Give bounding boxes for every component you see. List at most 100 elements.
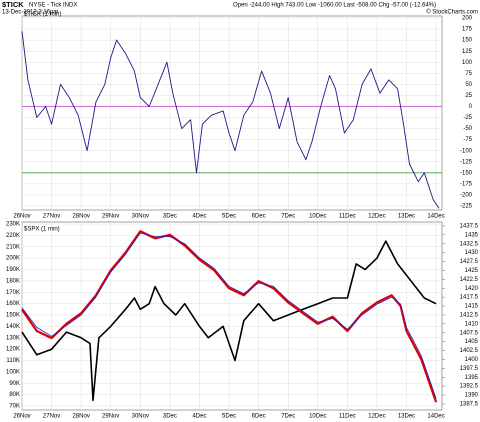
y-tick-label: 90K [9, 381, 20, 387]
y2-tick-label: 1425 [465, 268, 479, 274]
y2-tick-label: 1387.5 [460, 402, 479, 408]
y-tick-label: -175 [460, 181, 473, 187]
x-tick-label: 14Dec [427, 414, 444, 420]
x-tick-label: 4Dec [192, 214, 206, 220]
y2-tick-label: 1405 [465, 339, 479, 345]
symbol-name: NYSE - Tick INDX [29, 3, 77, 9]
y-tick-label: 0 [469, 104, 473, 110]
y2-tick-label: 1422.5 [460, 277, 479, 283]
x-tick-label: 7Dec [281, 414, 295, 420]
y2-tick-label: 1397.5 [460, 366, 479, 372]
y-tick-label: 125 [462, 49, 473, 55]
y2-tick-label: 1417.5 [460, 295, 479, 301]
x-tick-label: 13Dec [398, 414, 415, 420]
y-tick-label: 175 [462, 27, 473, 33]
y-tick-label: 100K [6, 369, 20, 375]
plot-area [21, 221, 443, 411]
y-tick-label: -75 [463, 137, 472, 143]
y-tick-label: 50 [465, 82, 472, 88]
x-tick-label: 5Dec [222, 414, 236, 420]
y2-tick-label: 1400 [465, 357, 479, 363]
y2-tick-label: 1430 [465, 250, 479, 256]
x-tick-label: 3Dec [163, 414, 177, 420]
y-tick-label: 190K [6, 267, 20, 273]
y2-tick-label: 1432.5 [460, 241, 479, 247]
x-tick-label: 14Dec [427, 214, 444, 220]
x-tick-label: 12Dec [368, 214, 385, 220]
x-tick-label: 29Nov [102, 214, 119, 220]
x-tick-label: 26Nov [13, 414, 30, 420]
panel-label: $TICK (1 min) [24, 12, 61, 18]
x-tick-label: 6Dec [252, 214, 266, 220]
y-tick-label: 150K [6, 313, 20, 319]
y-tick-label: 110K [6, 358, 20, 364]
source: © StockCharts.com [426, 9, 478, 16]
y2-tick-label: 1437.5 [460, 223, 479, 229]
y-tick-label: 180K [6, 278, 20, 284]
x-tick-label: 4Dec [192, 414, 206, 420]
y-tick-label: 210K [6, 244, 20, 250]
y2-tick-label: 1390 [465, 393, 479, 399]
x-tick-label: 27Nov [43, 214, 60, 220]
y-tick-label: 120K [6, 347, 20, 353]
x-tick-label: 10Dec [309, 414, 326, 420]
x-tick-label: 27Nov [43, 414, 60, 420]
y-tick-label: 160K [6, 301, 20, 307]
y-tick-label: 70K [9, 404, 20, 410]
y-tick-label: -150 [460, 170, 473, 176]
x-tick-label: 29Nov [102, 414, 119, 420]
y-tick-label: 100 [462, 60, 473, 66]
x-tick-label: 11Dec [339, 414, 356, 420]
x-tick-label: 10Dec [309, 214, 326, 220]
x-tick-label: 30Nov [132, 414, 149, 420]
y2-tick-label: 1402.5 [460, 348, 479, 354]
y2-tick-label: 1412.5 [460, 313, 479, 319]
series-line [21, 230, 438, 403]
y-tick-label: -100 [460, 148, 473, 154]
y-tick-label: -200 [460, 193, 473, 199]
y-tick-label: -50 [463, 126, 472, 132]
x-tick-label: 13Dec [398, 214, 415, 220]
series-line [21, 232, 437, 399]
y-tick-label: 80K [9, 392, 20, 398]
y2-tick-label: 1420 [465, 286, 479, 292]
y2-tick-label: 1427.5 [460, 259, 479, 265]
y-tick-label: 75 [465, 71, 472, 77]
panel-label: $SPX (1 min) [24, 227, 60, 233]
plot-area [21, 15, 443, 211]
x-tick-label: 5Dec [222, 214, 236, 220]
y-tick-label: -25 [463, 115, 472, 121]
symbol: $TICK [2, 0, 24, 9]
series-line [21, 31, 440, 209]
series-line [21, 240, 437, 402]
y2-tick-label: 1415 [465, 304, 479, 310]
y2-tick-label: 1392.5 [460, 384, 479, 390]
y-tick-label: 220K [6, 233, 20, 239]
y2-tick-label: 1435 [465, 232, 479, 238]
y-tick-label: 150 [462, 38, 473, 44]
y-tick-label: 130K [6, 335, 20, 341]
x-tick-label: 11Dec [339, 214, 356, 220]
y-tick-label: 230K [6, 222, 20, 228]
y-tick-label: 140K [6, 324, 20, 330]
y-tick-label: 170K [6, 290, 20, 296]
quote: Open -244.00 High 743.00 Low -1060.00 La… [233, 3, 436, 9]
y-tick-label: -225 [460, 204, 473, 210]
x-tick-label: 12Dec [368, 414, 385, 420]
y2-tick-label: 1410 [465, 321, 479, 327]
x-tick-label: 28Nov [72, 214, 89, 220]
x-tick-label: 3Dec [163, 214, 177, 220]
y-tick-label: -125 [460, 159, 473, 165]
y-tick-label: 25 [465, 93, 472, 99]
x-tick-label: 26Nov [13, 214, 30, 220]
y-tick-label: 200K [6, 256, 20, 262]
x-tick-label: 30Nov [132, 214, 149, 220]
y2-tick-label: 1395 [465, 375, 479, 381]
y-tick-label: 200 [462, 16, 473, 22]
x-tick-label: 6Dec [252, 414, 266, 420]
date: 13-Dec-2012 3:16pm [2, 10, 58, 16]
y2-tick-label: 1407.5 [460, 330, 479, 336]
x-tick-label: 7Dec [281, 214, 295, 220]
